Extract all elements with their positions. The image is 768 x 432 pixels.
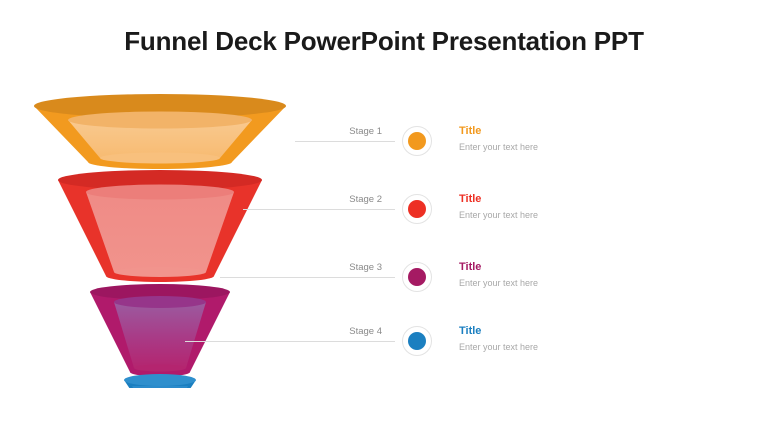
funnel-segment-orange bbox=[34, 94, 286, 169]
stage-description-1[interactable]: Enter your text here bbox=[459, 142, 539, 152]
stage-label-1: Stage 1 bbox=[349, 126, 382, 137]
leader-line-4 bbox=[185, 341, 395, 342]
stage-text-block-1: Title Enter your text here bbox=[459, 124, 538, 154]
leader-line-1 bbox=[295, 141, 395, 142]
stage-row-1: Stage 1 Title Enter your text here bbox=[0, 108, 768, 168]
stage-marker-1[interactable] bbox=[402, 126, 432, 156]
stage-title-4[interactable]: Title bbox=[459, 325, 482, 337]
stage-text-block-4: Title Enter your text here bbox=[459, 324, 538, 354]
stage-title-1[interactable]: Title bbox=[459, 125, 482, 137]
stage-dot-icon-4 bbox=[408, 332, 426, 350]
stage-title-3[interactable]: Title bbox=[459, 261, 482, 273]
stage-marker-4[interactable] bbox=[402, 326, 432, 356]
funnel-segment-blue bbox=[124, 374, 196, 432]
stage-label-2: Stage 2 bbox=[349, 194, 382, 205]
stage-dot-icon-2 bbox=[408, 200, 426, 218]
stage-label-4: Stage 4 bbox=[349, 326, 382, 337]
funnel-segment-magenta bbox=[90, 284, 230, 377]
stage-description-3[interactable]: Enter your text here bbox=[459, 278, 539, 288]
page-title: Funnel Deck PowerPoint Presentation PPT bbox=[124, 26, 644, 56]
stage-row-3: Stage 3 Title Enter your text here bbox=[0, 245, 768, 305]
funnel-segment-red bbox=[58, 170, 262, 282]
stage-marker-2[interactable] bbox=[402, 194, 432, 224]
stage-text-block-2: Title Enter your text here bbox=[459, 192, 538, 222]
stage-description-4[interactable]: Enter your text here bbox=[459, 342, 539, 352]
stage-row-4: Stage 4 Title Enter your text here bbox=[0, 310, 768, 370]
stage-dot-icon-1 bbox=[408, 132, 426, 150]
leader-line-3 bbox=[220, 277, 395, 278]
stage-label-3: Stage 3 bbox=[349, 262, 382, 273]
stage-title-2[interactable]: Title bbox=[459, 193, 482, 205]
stage-text-block-3: Title Enter your text here bbox=[459, 260, 538, 290]
leader-line-2 bbox=[243, 209, 395, 210]
stage-dot-icon-3 bbox=[408, 268, 426, 286]
stage-marker-3[interactable] bbox=[402, 262, 432, 292]
stage-description-2[interactable]: Enter your text here bbox=[459, 210, 539, 220]
stage-row-2: Stage 2 Title Enter your text here bbox=[0, 177, 768, 237]
